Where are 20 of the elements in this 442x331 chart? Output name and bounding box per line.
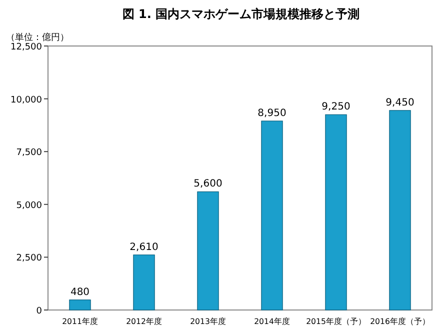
data-label: 8,950 [258, 108, 286, 119]
data-label: 480 [70, 286, 90, 298]
bar [197, 191, 219, 310]
y-tick-label: 5,000 [16, 200, 42, 211]
y-tick-label: 2,500 [16, 254, 42, 264]
data-label: 5,600 [194, 178, 222, 190]
bar [389, 110, 411, 310]
y-tick-label: 7,500 [16, 148, 42, 158]
y-tick-label: 12,500 [10, 42, 42, 52]
bar [133, 254, 155, 310]
bar [261, 120, 283, 310]
chart-title: 図 1. 国内スマホゲーム市場規模推移と予測 [122, 7, 360, 21]
data-label: 9,450 [386, 97, 414, 108]
y-axis-title: （単位：億円） [6, 32, 69, 43]
data-label: 2,610 [130, 242, 158, 253]
y-tick-label: 10,000 [10, 95, 42, 106]
bar [69, 300, 91, 310]
y-tick-label: 0 [36, 306, 42, 316]
data-label: 9,250 [322, 102, 350, 113]
bar [325, 114, 347, 310]
